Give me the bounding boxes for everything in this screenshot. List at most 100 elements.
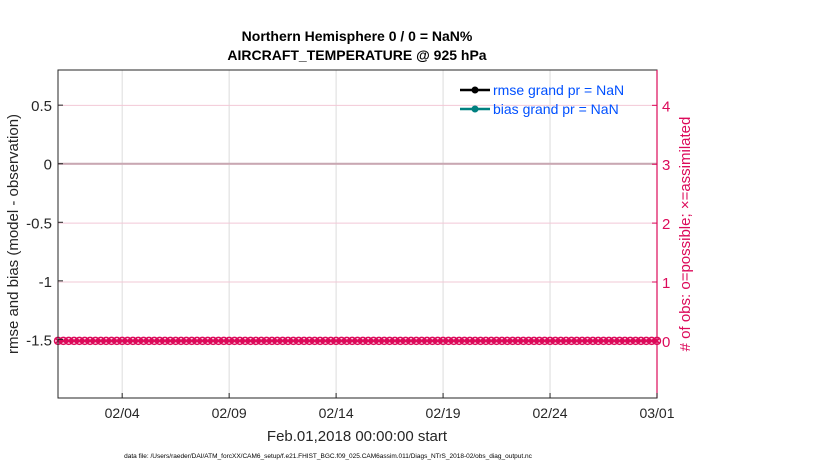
chart-title-line2: AIRCRAFT_TEMPERATURE @ 925 hPa <box>227 47 486 63</box>
obs-possible-marker <box>139 336 148 346</box>
obs-possible-marker <box>251 336 261 346</box>
obs-possible-marker <box>187 336 196 346</box>
y-tick-label-right: 1 <box>662 275 670 292</box>
obs-possible-marker <box>620 336 630 346</box>
obs-possible-marker <box>283 336 293 346</box>
obs-possible-marker <box>310 336 319 346</box>
obs-possible-marker <box>224 336 234 346</box>
y-tick-label-left: -1 <box>39 274 52 291</box>
y-tick-label-right: 0 <box>662 334 670 351</box>
obs-possible-marker <box>572 336 582 346</box>
obs-possible-marker <box>642 336 651 346</box>
x-tick-label: 02/14 <box>319 405 354 421</box>
y-tick-label-right: 2 <box>662 216 670 233</box>
obs-possible-marker <box>567 336 576 346</box>
obs-possible-marker <box>166 336 175 346</box>
obs-possible-marker <box>326 336 336 346</box>
legend-bias-label: bias grand pr = NaN <box>493 101 619 117</box>
obs-possible-marker <box>123 336 132 346</box>
obs-possible-marker <box>342 336 352 346</box>
obs-possible-marker <box>299 336 309 346</box>
obs-possible-marker <box>315 336 325 346</box>
obs-possible-marker <box>107 336 116 346</box>
obs-possible-marker <box>604 336 614 346</box>
obs-possible-marker <box>433 336 442 346</box>
obs-possible-marker <box>262 336 271 346</box>
obs-possible-marker <box>529 336 539 346</box>
obs-possible-marker <box>556 336 565 346</box>
obs-possible-marker <box>438 336 448 346</box>
obs-possible-marker <box>636 336 646 346</box>
x-axis-label: Feb.01,2018 00:00:00 start <box>267 428 448 445</box>
footer-data-file: data file: /Users/raeder/DAI/ATM_forcXX/… <box>124 453 533 460</box>
obs-possible-marker <box>609 336 619 346</box>
legend-rmse-label: rmse grand pr = NaN <box>493 82 624 98</box>
obs-possible-marker <box>363 336 373 346</box>
x-tick-label: 02/19 <box>426 405 461 421</box>
obs-possible-marker <box>219 336 229 346</box>
obs-possible-marker <box>128 336 138 346</box>
obs-possible-marker <box>631 336 640 346</box>
obs-possible-marker <box>444 336 453 346</box>
obs-possible-marker <box>385 336 394 346</box>
x-tick-label: 02/24 <box>533 405 568 421</box>
obs-possible-marker <box>353 336 362 346</box>
obs-possible-marker <box>347 336 357 346</box>
obs-possible-marker <box>486 336 496 346</box>
obs-possible-marker <box>240 336 250 346</box>
obs-possible-marker <box>208 336 218 346</box>
y-axis-label-right: # of obs: o=possible; ×=assimilated <box>677 117 694 352</box>
obs-possible-marker <box>85 336 95 346</box>
obs-possible-marker <box>273 336 282 346</box>
obs-possible-marker <box>379 336 389 346</box>
obs-possible-marker <box>593 336 603 346</box>
obs-possible-marker <box>150 336 159 346</box>
y-tick-label-left: -0.5 <box>26 215 52 232</box>
obs-possible-marker <box>101 336 111 346</box>
obs-possible-marker <box>374 336 384 346</box>
obs-possible-marker <box>321 336 330 346</box>
obs-possible-marker <box>470 336 480 346</box>
obs-possible-marker <box>577 336 587 346</box>
obs-possible-marker <box>278 336 287 346</box>
obs-possible-marker <box>294 336 303 346</box>
obs-possible-marker <box>406 336 416 346</box>
y-tick-label-right: 3 <box>662 157 670 174</box>
obs-possible-marker <box>289 336 298 346</box>
obs-possible-marker <box>465 336 475 346</box>
obs-possible-marker <box>246 336 255 346</box>
obs-possible-marker <box>519 336 528 346</box>
y-tick-label-left: -1.5 <box>26 332 52 349</box>
obs-possible-marker <box>460 336 469 346</box>
obs-possible-marker <box>615 336 624 346</box>
obs-possible-marker <box>412 336 421 346</box>
obs-possible-marker <box>203 336 212 346</box>
obs-possible-marker <box>428 336 437 346</box>
obs-possible-marker <box>476 336 485 346</box>
legend-rmse-marker <box>471 86 479 94</box>
obs-possible-marker <box>305 336 314 346</box>
obs-possible-marker <box>561 336 571 346</box>
obs-possible-marker <box>599 336 608 346</box>
legend: rmse grand pr = NaN bias grand pr = NaN <box>460 82 624 117</box>
obs-possible-marker <box>96 336 106 346</box>
obs-possible-marker <box>551 336 560 346</box>
obs-possible-marker <box>192 336 202 346</box>
obs-possible-marker <box>417 336 426 346</box>
obs-possible-marker <box>69 336 79 346</box>
axes: 02/04 02/09 02/14 02/19 02/24 03/01 0 1 2 3 4 0.5 0 -… <box>26 98 675 421</box>
obs-possible-marker <box>171 336 180 346</box>
x-tick-label: 02/04 <box>105 405 140 421</box>
chart-title-line1: Northern Hemisphere 0 / 0 = NaN% <box>242 28 473 44</box>
obs-possible-marker <box>540 336 549 346</box>
obs-possible-marker <box>112 336 122 346</box>
obs-possible-marker <box>396 336 405 346</box>
obs-possible-marker <box>583 336 592 346</box>
obs-possible-marker <box>449 336 459 346</box>
obs-possible-marker <box>422 336 432 346</box>
obs-possible-marker <box>117 336 127 346</box>
y-tick-label-left: 0.5 <box>31 98 52 115</box>
obs-possible-marker <box>524 336 533 346</box>
x-tick-label: 03/01 <box>639 405 674 421</box>
